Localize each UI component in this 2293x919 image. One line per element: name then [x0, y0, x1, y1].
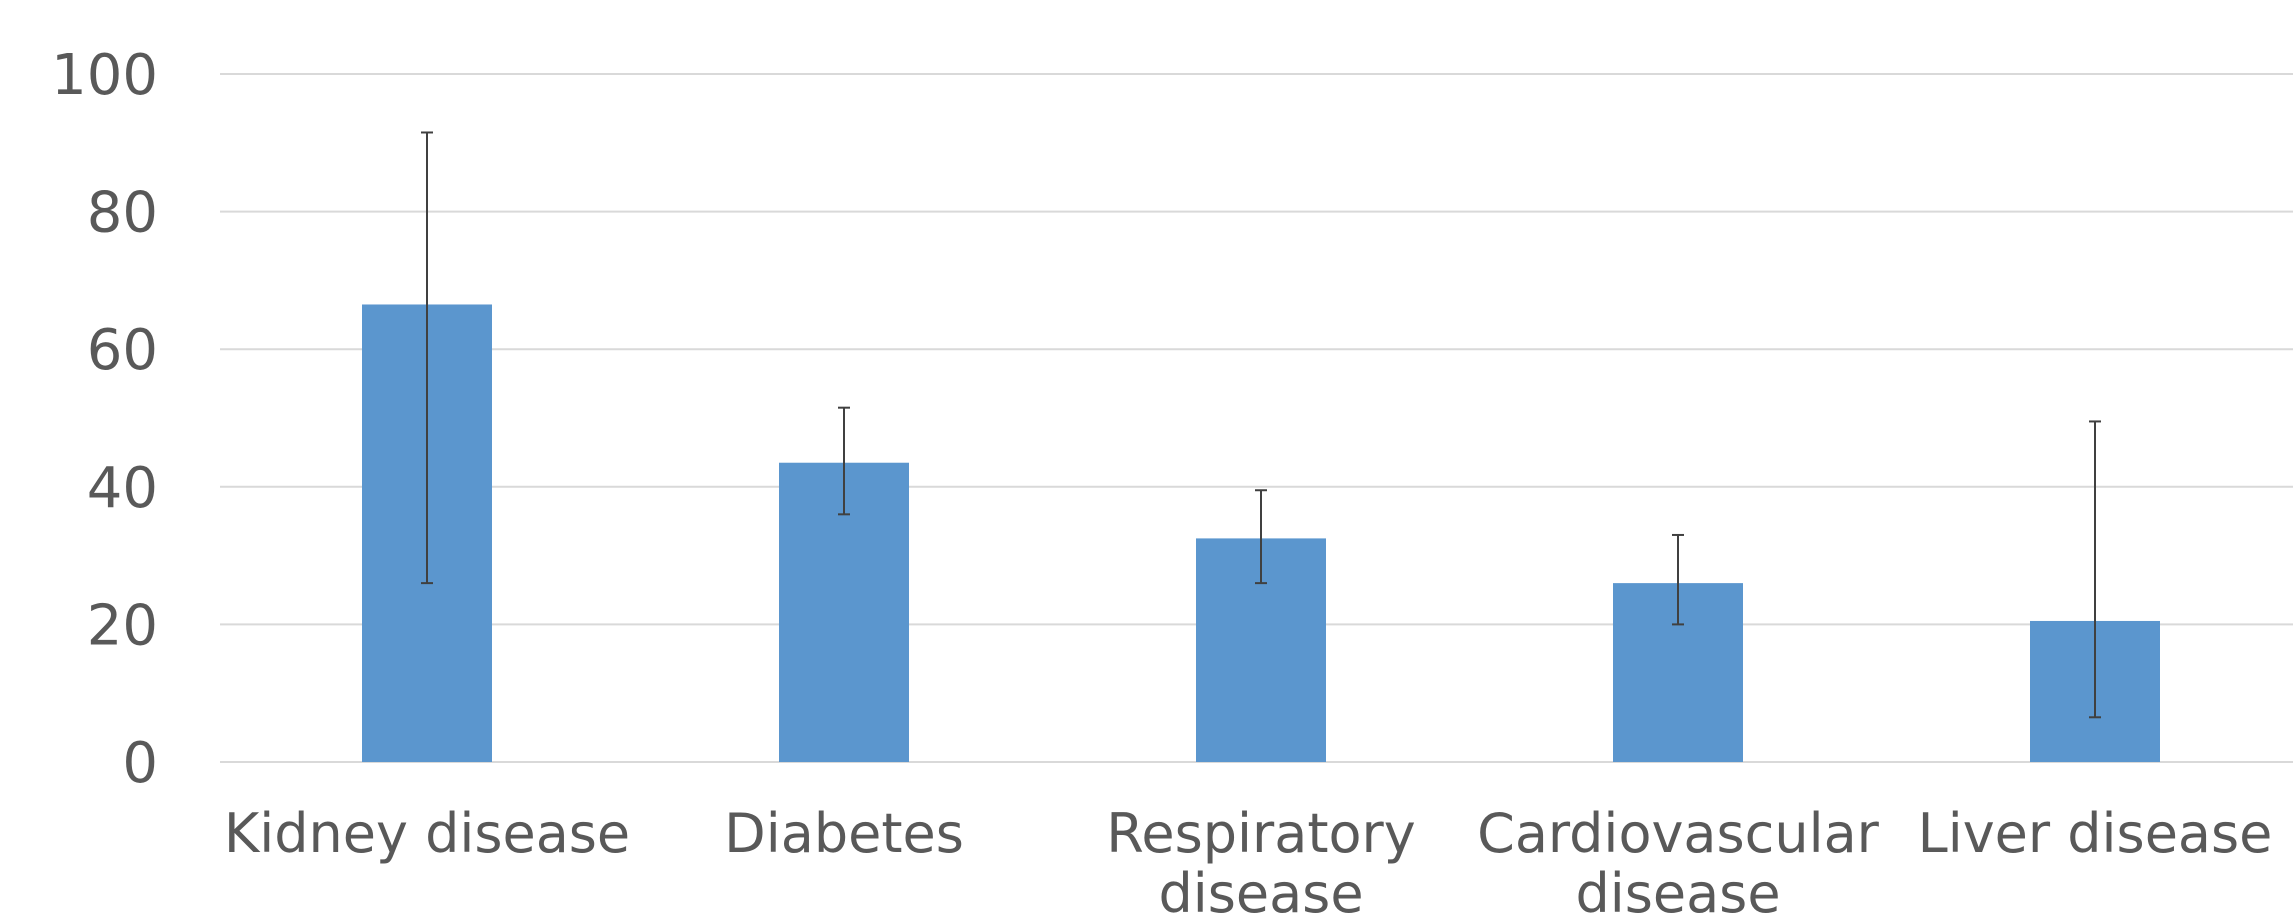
x-tick-label-line: disease	[1575, 862, 1780, 915]
error-bar	[421, 131, 433, 585]
x-tick-label-line: disease	[1158, 862, 1363, 915]
x-tick-label: Cardiovascular disease	[1477, 802, 1880, 915]
y-tick-label: 60	[87, 318, 158, 383]
x-tick-label-line: Diabetes	[724, 802, 964, 865]
y-tick-label: 80	[87, 181, 158, 246]
error-bar	[838, 406, 850, 516]
x-tick-label-line: Kidney disease	[224, 802, 630, 865]
y-tick-label: 20	[87, 593, 158, 658]
y-tick-label: 100	[51, 43, 158, 108]
x-tick-label: Respiratory disease	[1106, 802, 1415, 915]
x-tick-label-line: Respiratory	[1106, 802, 1415, 865]
x-tick-label: Kidney disease	[224, 802, 630, 865]
y-tick-label: 0	[122, 731, 158, 796]
x-axis-tick-labels: Kidney disease Diabetes Respiratory disease…	[224, 802, 2273, 919]
x-tick-label: Diabetes	[724, 802, 964, 865]
x-tick-label: Liver disease	[1918, 802, 2273, 865]
y-tick-label: 40	[87, 456, 158, 521]
error-bars	[421, 131, 2101, 719]
gridlines	[220, 73, 2293, 763]
error-bar	[1255, 489, 1267, 585]
y-axis-tick-labels: 0 20 40 60 80 100	[51, 43, 158, 796]
error-bar	[2089, 420, 2101, 719]
x-tick-label-line: Liver disease	[1918, 802, 2273, 865]
x-tick-label-line: Cardiovascular	[1477, 802, 1880, 865]
error-bar	[1672, 533, 1684, 626]
